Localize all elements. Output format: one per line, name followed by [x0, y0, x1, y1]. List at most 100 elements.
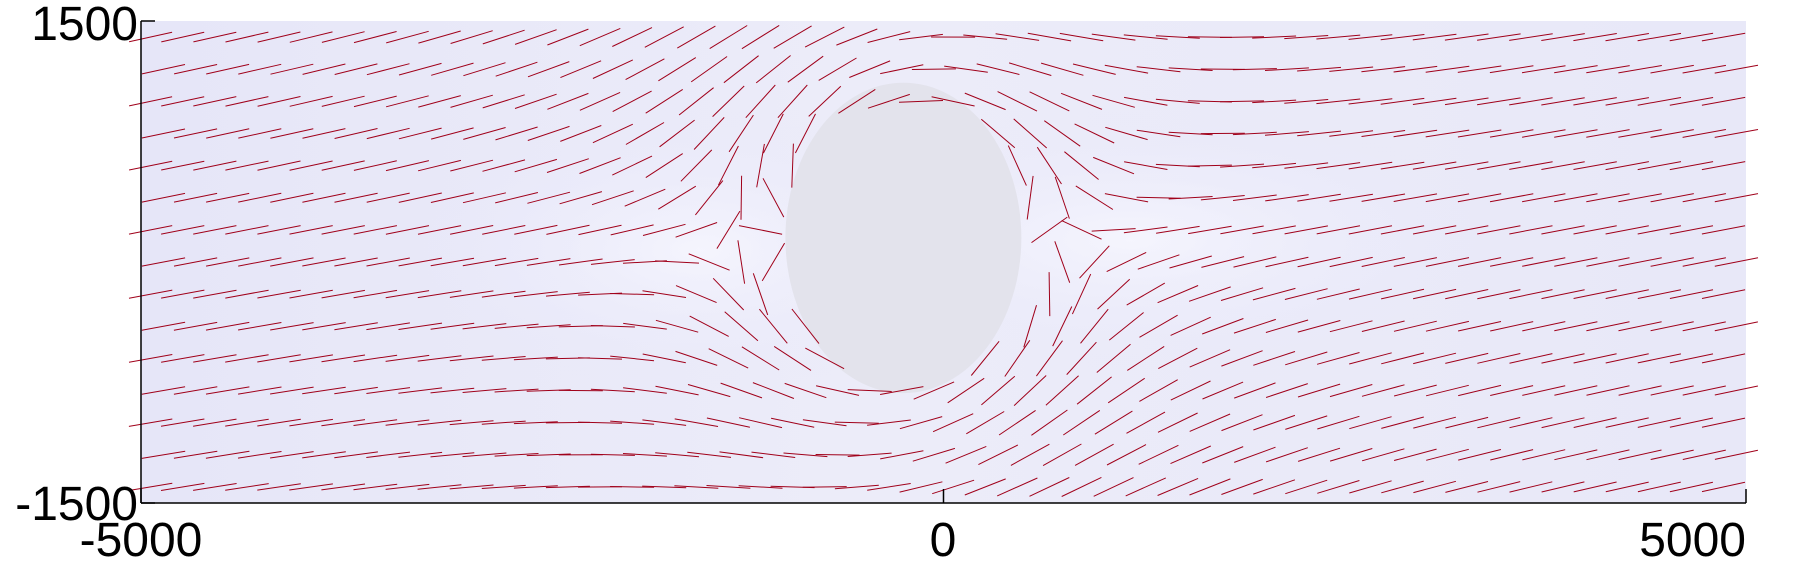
- vector-segment: [481, 356, 526, 361]
- vector-segment: [385, 354, 430, 362]
- vector-segment: [417, 419, 462, 426]
- vector-segment: [738, 225, 783, 235]
- vector-segment: [366, 192, 410, 203]
- vector-segment: [712, 85, 745, 117]
- vector-segment: [610, 293, 655, 296]
- vector-segment: [655, 452, 700, 458]
- vector-segment: [1489, 193, 1534, 203]
- x-tick-label-right: 5000: [1639, 514, 1746, 564]
- vector-segment: [1091, 33, 1136, 41]
- vector-segment: [205, 321, 250, 331]
- vector-segment: [289, 483, 333, 491]
- vector-segment: [1445, 352, 1489, 364]
- vector-segment: [289, 289, 333, 299]
- vector-segment: [655, 319, 699, 333]
- vector-segment: [225, 289, 269, 299]
- vector-segment: [1412, 161, 1457, 170]
- vector-segment: [1170, 316, 1211, 336]
- vector-segment: [689, 315, 729, 337]
- vector-segment: [385, 95, 429, 108]
- vector-segment: [1618, 193, 1662, 203]
- vector-segment: [173, 450, 218, 459]
- vector-segment: [366, 127, 410, 140]
- vector-segment: [1650, 449, 1694, 460]
- vector-segment: [1393, 448, 1437, 461]
- vector-segment: [740, 175, 743, 220]
- vector-segment: [1361, 66, 1406, 73]
- vector-segment: [1361, 130, 1406, 137]
- vector-segment: [270, 192, 314, 203]
- vector-segment: [1348, 34, 1393, 40]
- vector-segment: [1054, 176, 1070, 219]
- vector-segment: [1541, 289, 1585, 300]
- vector-segment: [141, 386, 186, 395]
- vector-segment: [449, 290, 494, 298]
- vector-segment: [1425, 257, 1470, 267]
- vector-segment: [1316, 352, 1360, 365]
- vector-segment: [257, 31, 301, 43]
- vector-segment: [592, 59, 634, 79]
- vector-segment: [1521, 65, 1566, 74]
- vector-segment: [1413, 416, 1457, 429]
- vector-segment: [1348, 161, 1393, 170]
- vector-segment: [513, 356, 558, 361]
- vector-segment: [237, 451, 282, 459]
- vector-segment: [1188, 225, 1232, 235]
- vector-segment: [1637, 97, 1682, 106]
- vector-segment: [1348, 288, 1393, 300]
- vector-segment: [128, 418, 173, 427]
- vector-segment: [1380, 161, 1425, 170]
- vector-segment: [1701, 161, 1746, 171]
- vector-segment: [257, 483, 301, 491]
- vector-segment: [128, 354, 173, 363]
- vector-segment: [1348, 225, 1393, 235]
- vector-segment: [1393, 384, 1437, 397]
- vector-segment: [1285, 479, 1328, 495]
- y-ticks: [141, 20, 155, 504]
- vector-segment: [998, 409, 1036, 436]
- vector-segment: [591, 190, 634, 206]
- vector-segment: [494, 323, 539, 329]
- vector-segment: [417, 159, 462, 172]
- vector-segment: [738, 417, 783, 429]
- vector-segment: [1036, 146, 1062, 185]
- vector-segment: [1605, 97, 1649, 106]
- vector-segment: [514, 93, 557, 109]
- vector-segment: [1156, 225, 1200, 234]
- vector-segment: [1412, 288, 1457, 300]
- vector-segment: [141, 450, 186, 459]
- vector-segment: [784, 382, 827, 399]
- vector-segment: [1586, 129, 1630, 138]
- vector-segment: [997, 91, 1038, 112]
- vector-segment: [777, 84, 808, 119]
- vector-segment: [1052, 306, 1073, 347]
- vector-segment: [1329, 66, 1374, 72]
- vector-segment: [1136, 196, 1181, 199]
- vector-segment: [880, 64, 924, 75]
- vector-segment: [1682, 193, 1726, 203]
- vector-segment: [706, 417, 751, 428]
- vector-segment: [1029, 477, 1070, 497]
- vector-segment: [1457, 193, 1502, 203]
- vector-segment: [193, 483, 237, 491]
- vector-segment: [1221, 350, 1263, 367]
- vector-segment: [978, 444, 1019, 466]
- vector-segment: [450, 94, 493, 108]
- vector-segment: [577, 357, 623, 360]
- vector-segment: [289, 31, 333, 43]
- vector-segment: [1477, 353, 1521, 364]
- vector-segment: [899, 416, 943, 430]
- vector-segment: [1054, 241, 1071, 283]
- vector-segment: [1457, 321, 1502, 332]
- vector-segment: [1023, 305, 1037, 348]
- vector-segment: [1573, 225, 1617, 235]
- vector-segment: [513, 291, 558, 298]
- vector-segment: [1457, 65, 1502, 73]
- vector-segment: [1413, 352, 1457, 365]
- vector-segment: [128, 225, 173, 235]
- vector-segment: [526, 453, 571, 457]
- vector-segment: [1063, 409, 1101, 436]
- vector-segment: [1477, 33, 1521, 41]
- vector-segment: [495, 61, 538, 77]
- vector-segment: [1234, 446, 1276, 463]
